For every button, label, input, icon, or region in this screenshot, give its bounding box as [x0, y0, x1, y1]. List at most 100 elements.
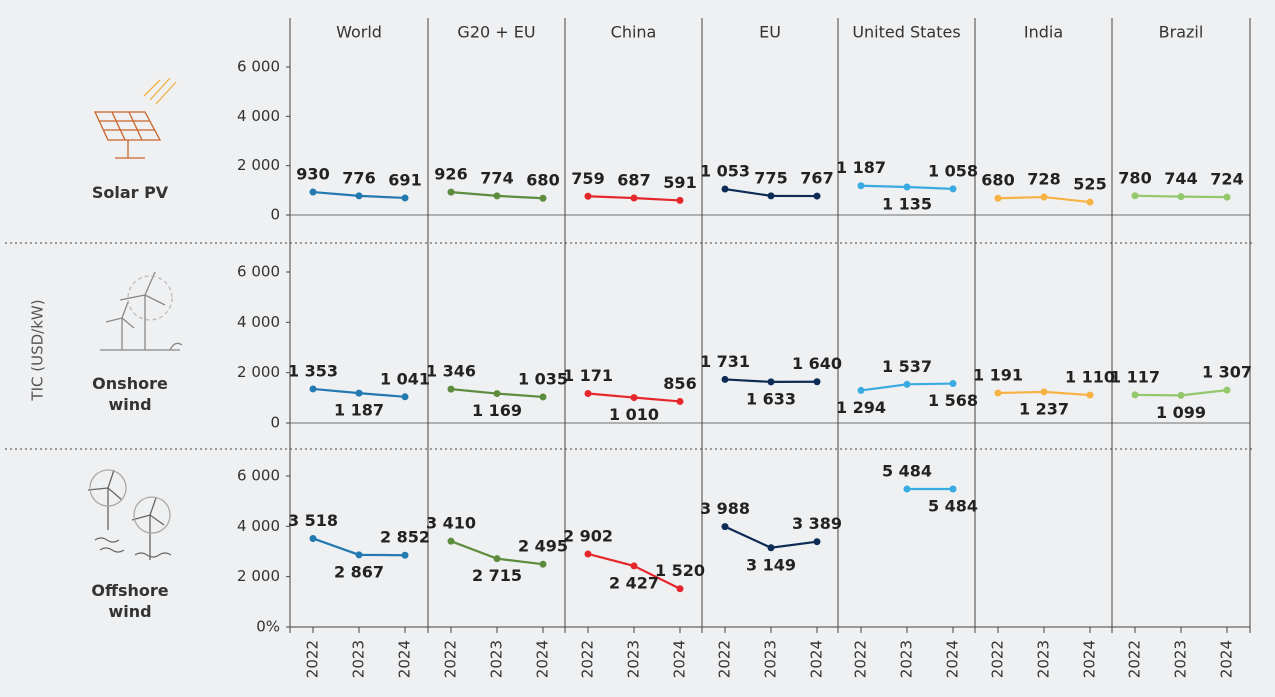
point	[904, 381, 911, 388]
point	[858, 182, 865, 189]
value-label: 1 053	[700, 162, 750, 181]
value-label: 1 187	[334, 401, 384, 420]
point	[448, 386, 455, 393]
value-label: 930	[296, 165, 329, 184]
x-tick-label: 2023	[625, 640, 643, 678]
value-label: 1 010	[609, 405, 659, 424]
column-header: United States	[852, 23, 960, 42]
point	[1087, 392, 1094, 399]
point	[402, 194, 409, 201]
value-label: 680	[526, 171, 559, 190]
x-tick-label: 2023	[898, 640, 916, 678]
value-label: 1 187	[836, 158, 886, 177]
point	[448, 538, 455, 545]
point	[1178, 193, 1185, 200]
value-label: 1 135	[882, 195, 932, 214]
value-label: 687	[617, 171, 650, 190]
point	[310, 385, 317, 392]
value-label: 1 353	[288, 361, 338, 380]
onshore-icon	[100, 272, 182, 350]
value-label: 1 237	[1019, 399, 1069, 418]
x-tick-label: 2023	[350, 640, 368, 678]
column-header: EU	[759, 23, 781, 42]
value-label: 1 633	[746, 389, 796, 408]
point	[356, 192, 363, 199]
x-tick-label: 2022	[989, 640, 1007, 678]
point	[494, 192, 501, 199]
value-label: 2 715	[472, 566, 522, 585]
point	[722, 186, 729, 193]
value-label: 3 988	[700, 499, 750, 518]
column-header: World	[336, 23, 382, 42]
point	[585, 550, 592, 557]
point	[1132, 192, 1139, 199]
y-tick-label: 0	[270, 206, 280, 224]
point	[631, 394, 638, 401]
point	[540, 561, 547, 568]
value-label: 1 171	[563, 366, 613, 385]
value-label: 3 410	[426, 514, 476, 533]
value-label: 1 568	[928, 391, 978, 410]
x-tick-label: 2024	[808, 640, 826, 678]
point	[768, 378, 775, 385]
point	[1087, 199, 1094, 206]
value-label: 3 518	[288, 511, 338, 530]
y-tick-label: 6 000	[237, 263, 280, 281]
point	[585, 390, 592, 397]
y-tick-label: 0%	[256, 618, 280, 636]
column-header: G20 + EU	[457, 23, 535, 42]
point	[310, 535, 317, 542]
point	[356, 551, 363, 558]
point	[631, 562, 638, 569]
row-label: Onshore wind	[90, 373, 170, 415]
value-label: 1 058	[928, 161, 978, 180]
solar-icon	[95, 78, 176, 158]
point	[1178, 392, 1185, 399]
x-tick-label: 2022	[1126, 640, 1144, 678]
value-label: 767	[800, 169, 833, 188]
value-label: 2 495	[518, 537, 568, 556]
value-label: 1 520	[655, 561, 705, 580]
x-tick-label: 2024	[671, 640, 689, 678]
value-label: 680	[981, 171, 1014, 190]
point	[950, 380, 957, 387]
page: TIC (USD/kW) World202220232024G20 + EU20…	[0, 0, 1275, 697]
value-label: 525	[1073, 175, 1106, 194]
point	[768, 192, 775, 199]
point	[402, 552, 409, 559]
point	[904, 485, 911, 492]
row-label: Offshore wind	[90, 580, 170, 622]
value-label: 1 099	[1156, 403, 1206, 422]
point	[448, 189, 455, 196]
value-label: 724	[1210, 170, 1243, 189]
point	[540, 393, 547, 400]
value-label: 5 484	[882, 461, 932, 480]
value-label: 1 307	[1202, 363, 1252, 382]
value-label: 926	[434, 165, 467, 184]
value-label: 775	[754, 168, 787, 187]
point	[585, 193, 592, 200]
point	[995, 390, 1002, 397]
value-label: 1 294	[836, 398, 886, 417]
point	[1041, 194, 1048, 201]
value-label: 1 041	[380, 369, 430, 388]
value-label: 1 035	[518, 369, 568, 388]
value-label: 591	[663, 173, 696, 192]
value-label: 1 346	[426, 362, 476, 381]
x-tick-label: 2023	[488, 640, 506, 678]
value-label: 759	[571, 169, 604, 188]
value-label: 2 427	[609, 573, 659, 592]
y-tick-label: 6 000	[237, 58, 280, 76]
point	[1224, 194, 1231, 201]
value-label: 1 110	[1065, 368, 1115, 387]
x-tick-label: 2023	[762, 640, 780, 678]
value-label: 3 389	[792, 514, 842, 533]
point	[677, 197, 684, 204]
value-label: 1 537	[882, 357, 932, 376]
value-label: 856	[663, 374, 696, 393]
x-tick-label: 2022	[304, 640, 322, 678]
point	[814, 193, 821, 200]
value-label: 774	[480, 168, 513, 187]
point	[310, 189, 317, 196]
x-tick-label: 2022	[852, 640, 870, 678]
